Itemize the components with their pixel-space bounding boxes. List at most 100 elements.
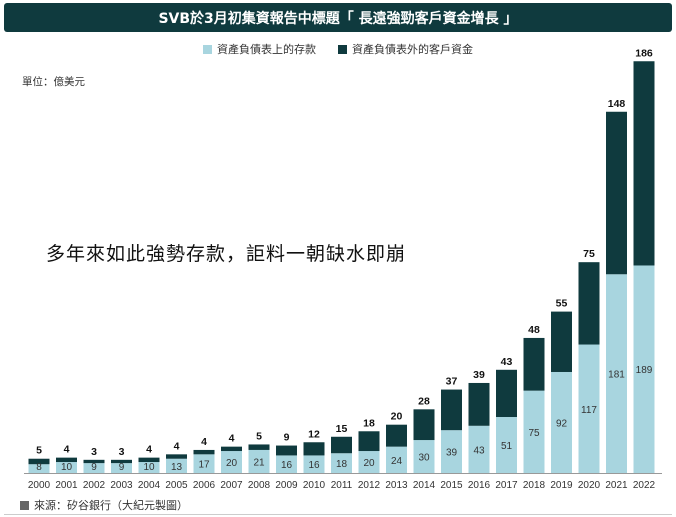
unit-label: 單位：億美元 [22,76,85,88]
bar-on-balance [56,462,77,473]
data-label-on-balance: 51 [501,441,513,452]
bar-on-balance [221,451,242,473]
bar-on-balance [578,344,600,473]
source-text: 來源：矽谷銀行（大紀元製圖） [34,499,188,512]
legend-swatch-off-balance [338,44,347,54]
data-label-on-balance: 10 [61,462,73,473]
legend-swatch-on-balance [203,44,212,54]
data-label-off-balance: 4 [146,444,152,456]
bar-on-balance [303,455,325,473]
data-label-off-balance: 37 [446,376,458,388]
bar-off-balance [56,457,77,463]
data-label-off-balance: 4 [174,440,180,452]
data-label-off-balance: 39 [473,369,485,381]
bar-off-balance [386,424,407,447]
data-label-on-balance: 8 [36,462,42,473]
bar-off-balance [413,409,435,441]
x-tick-label: 2006 [193,480,216,491]
data-label-off-balance: 5 [36,445,42,457]
source-note: 來源：矽谷銀行（大紀元製圖） [20,497,188,513]
data-label-on-balance: 16 [281,460,293,471]
data-label-off-balance: 20 [391,411,403,423]
x-tick-label: 2021 [605,480,628,491]
data-label-on-balance: 13 [171,462,183,473]
annotation-text: 多年來如此強勢存款，詎料一朝缺水即崩 [46,243,407,265]
bar-on-balance [523,390,545,473]
data-label-off-balance: 48 [528,324,540,336]
bar-off-balance [633,61,655,266]
bar-off-balance [441,389,462,431]
data-label-on-balance: 117 [581,405,597,416]
data-label-on-balance: 18 [336,459,348,470]
legend: 資產負債表上的存款 資產負債表外的客戶資金 [0,40,676,58]
bar-off-balance [83,459,105,464]
x-tick-label: 2003 [110,480,133,491]
x-tick-label: 2002 [83,480,106,491]
bar-off-balance [523,337,545,391]
x-tick-label: 2010 [303,480,326,491]
legend-label-on-balance: 資產負債表上的存款 [217,43,316,56]
x-tick-label: 2009 [275,480,298,491]
x-tick-label: 2001 [55,480,78,491]
data-label-on-balance: 21 [253,457,265,468]
data-label-on-balance: 24 [391,456,403,467]
bar-off-balance [606,111,627,275]
data-label-off-balance: 28 [418,395,430,407]
source-square-icon [20,500,29,510]
data-label-on-balance: 16 [308,460,320,471]
bar-off-balance [331,436,352,454]
data-label-off-balance: 55 [556,298,568,310]
data-label-on-balance: 39 [446,448,458,459]
bar-on-balance [441,430,462,473]
data-label-off-balance: 18 [363,417,375,429]
legend-item-on-balance: 資產負債表上的存款 [203,40,316,58]
bar-on-balance [331,453,352,473]
bar-off-balance [28,458,50,465]
bottom-rule [4,514,672,515]
bar-off-balance [551,311,572,372]
bar-on-balance [248,449,270,473]
data-label-off-balance: 148 [608,98,626,110]
data-label-off-balance: 4 [201,436,207,448]
bar-on-balance [413,440,435,473]
data-label-on-balance: 189 [636,365,653,376]
data-label-on-balance: 181 [608,370,625,381]
data-label-on-balance: 9 [91,462,97,473]
x-tick-label: 2011 [331,480,353,491]
data-label-on-balance: 9 [119,462,125,473]
x-tick-label: 2005 [165,480,188,491]
data-label-off-balance: 12 [308,428,320,440]
bar-off-balance [578,262,600,345]
x-tick-label: 2019 [550,480,573,491]
bar-on-balance [358,451,380,473]
bar-off-balance [138,457,160,463]
data-label-on-balance: 75 [528,428,540,439]
bar-on-balance [386,446,407,473]
data-label-off-balance: 4 [229,433,235,445]
x-tick-label: 2017 [495,480,518,491]
bar-off-balance [111,459,132,464]
bar-off-balance [193,449,215,455]
x-tick-label: 2008 [248,480,271,491]
x-tick-label: 2000 [28,480,51,491]
bar-off-balance [166,454,187,459]
data-label-on-balance: 43 [473,445,485,456]
chart-title: SVB於3月初集資報告中標題「 長遠強勁客戶資金增長 」 [4,3,672,32]
data-label-off-balance: 75 [583,248,595,260]
data-label-off-balance: 43 [501,356,513,368]
bar-off-balance [248,444,270,450]
bar-on-balance [138,462,160,473]
data-label-off-balance: 3 [91,446,97,458]
bar-on-balance [111,463,132,473]
bar-on-balance [496,417,517,473]
data-label-off-balance: 4 [64,444,70,456]
bar-on-balance [468,425,490,473]
bar-off-balance [276,445,297,456]
legend-label-off-balance: 資產負債表外的客戶資金 [352,43,473,56]
x-tick-label: 2004 [138,480,161,491]
data-label-off-balance: 15 [336,423,348,435]
x-tick-label: 2015 [440,480,463,491]
bar-on-balance [606,274,627,473]
bar-off-balance [303,442,325,456]
bar-on-balance [551,371,572,473]
